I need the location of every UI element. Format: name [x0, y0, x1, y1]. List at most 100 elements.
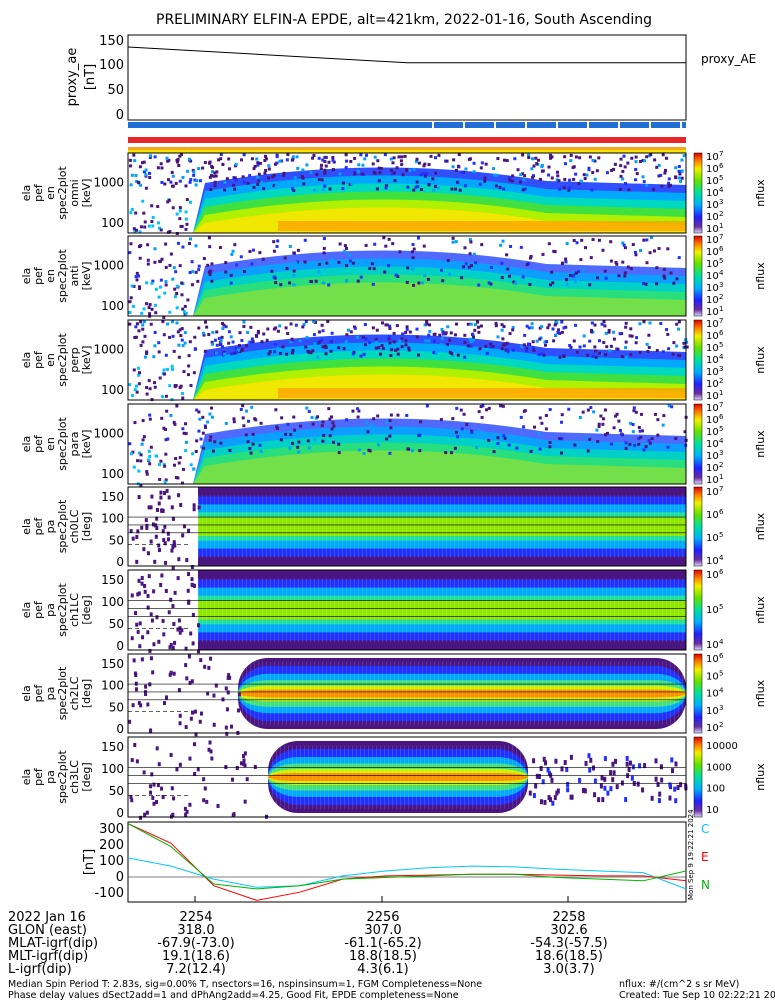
- pitch-cbar-exp: 5: [719, 669, 723, 677]
- energy-cbar-exp: 3: [719, 198, 723, 206]
- pitch-cbar-label: 10000: [706, 741, 738, 752]
- pitch-zlabel: nflux: [754, 763, 767, 791]
- mag-ytick: 100: [99, 854, 124, 869]
- energy-cbar-label: 10: [706, 403, 719, 414]
- pitch-spectrogram-2: [127, 653, 687, 737]
- x-axis-ticks: [194, 896, 569, 902]
- energy-cbar-label: 10: [706, 200, 719, 211]
- pitch-cbar-label: 10: [706, 487, 719, 498]
- energy-cbar-exp: 7: [719, 233, 723, 241]
- pitch-cbar-label: 10: [706, 570, 719, 581]
- pitch-cbar-exp: 5: [719, 603, 723, 611]
- pitch-cbar-exp: 4: [719, 638, 724, 646]
- ephem-v2: 18.8(18.5): [349, 949, 417, 964]
- ephem-label: 2022 Jan 16: [8, 910, 86, 925]
- pitch-cbar-label: 10: [706, 510, 719, 521]
- energy-ylabel: spec2plot: [56, 417, 69, 471]
- pitch-cbar-label: 10: [706, 671, 719, 682]
- pitch-ytick: 50: [109, 784, 124, 798]
- energy-ytick: 100: [101, 467, 124, 481]
- pitch-ytick: 0: [116, 555, 124, 569]
- ephem-label: MLT-igrf(dip): [8, 949, 88, 964]
- ephem-v1: 318.0: [177, 923, 214, 938]
- pitch-cbar-exp: 6: [719, 568, 724, 576]
- pitch-ytick: 0: [116, 722, 124, 736]
- energy-ylabel: en: [44, 437, 57, 451]
- ephem-v2: -61.1(-65.2): [344, 936, 421, 951]
- proxy-ae-ylabel-2: [nT]: [83, 64, 98, 90]
- energy-cbar-label: 10: [706, 283, 719, 294]
- pitch-ytick: 100: [101, 512, 124, 526]
- pitch-zlabel: nflux: [754, 596, 767, 624]
- pitch-cbar-label: 10: [706, 556, 719, 567]
- pitch-ytick: 150: [101, 490, 124, 504]
- energy-cbar-exp: 2: [719, 210, 723, 218]
- pitch-ytick: 0: [116, 639, 124, 653]
- energy-cbar-label: 10: [706, 295, 719, 306]
- energy-cbar-exp: 2: [719, 461, 723, 469]
- energy-cbar-exp: 2: [719, 377, 723, 385]
- energy-cbar-exp: 1: [719, 222, 723, 230]
- energy-ytick: 1000: [93, 427, 124, 441]
- energy-cbar-label: 10: [706, 439, 719, 450]
- pitch-cbar-label: 10: [706, 706, 719, 717]
- energy-cbar-label: 10: [706, 427, 719, 438]
- status-bar-blue: [128, 122, 686, 128]
- pitch-ylabel: ela: [20, 518, 33, 535]
- energy-cbar-label: 10: [706, 247, 719, 258]
- energy-ylabel: pef: [32, 266, 45, 285]
- energy-ylabel: anti: [68, 265, 81, 286]
- pitch-cbar-label: 10: [706, 533, 719, 544]
- pitch-ytick: 100: [101, 762, 124, 776]
- pitch-cbar-label: 10: [706, 723, 719, 734]
- energy-cbar-exp: 5: [719, 174, 723, 182]
- energy-zlabel: nflux: [754, 262, 767, 290]
- pitch-ytick: 150: [101, 740, 124, 754]
- mag-frame: [127, 821, 687, 903]
- pitch-ylabel: pa: [44, 687, 57, 701]
- pitch-ytick: 100: [101, 595, 124, 609]
- energy-cbar-label: 10: [706, 331, 719, 342]
- mag-legend-n: N: [701, 878, 710, 892]
- energy-cbar-exp: 5: [719, 341, 723, 349]
- energy-ylabel: ela: [20, 268, 33, 285]
- energy-cbar-exp: 6: [719, 245, 724, 253]
- energy-ylabel: spec2plot: [56, 333, 69, 387]
- energy-ylabel: perp: [68, 347, 81, 372]
- pitch-ytick: 150: [101, 657, 124, 671]
- pitch-ylabel: ch2LC: [68, 676, 81, 710]
- pitch-ylabel: [deg]: [80, 595, 93, 624]
- ephem-v3: 302.6: [550, 923, 587, 938]
- pitch-ylabel: pa: [44, 770, 57, 784]
- energy-cbar-label: 10: [706, 391, 719, 402]
- pitch-ylabel: ch0LC: [68, 509, 81, 543]
- energy-ylabel: spec2plot: [56, 166, 69, 220]
- energy-ylabel: ela: [20, 185, 33, 202]
- energy-cbar-exp: 1: [719, 389, 723, 397]
- energy-cbar-label: 10: [706, 319, 719, 330]
- status-bars: [128, 122, 686, 153]
- ephem-v1: 7.2(12.4): [166, 962, 226, 977]
- energy-ylabel: pef: [32, 434, 45, 453]
- proxy-ae-line: [127, 46, 686, 64]
- energy-ytick: 1000: [93, 259, 124, 273]
- pitch-ylabel: [deg]: [80, 679, 93, 708]
- pitch-ytick: 100: [101, 679, 124, 693]
- pitch-ytick: 50: [109, 700, 124, 714]
- ephem-v1: 2254: [179, 910, 212, 925]
- energy-ylabel: en: [44, 269, 57, 283]
- pitch-cbar-exp: 4: [719, 687, 724, 695]
- pitch-cbar-label: 100: [706, 784, 725, 795]
- energy-ylabel: pef: [32, 183, 45, 202]
- energy-ylabel: ela: [20, 436, 33, 453]
- pitch-ylabel: ela: [20, 685, 33, 702]
- energy-cbar-label: 10: [706, 463, 719, 474]
- pitch-ylabel: spec2plot: [56, 750, 69, 804]
- energy-ylabel: para: [68, 432, 81, 457]
- pitch-ylabel: pef: [32, 684, 45, 703]
